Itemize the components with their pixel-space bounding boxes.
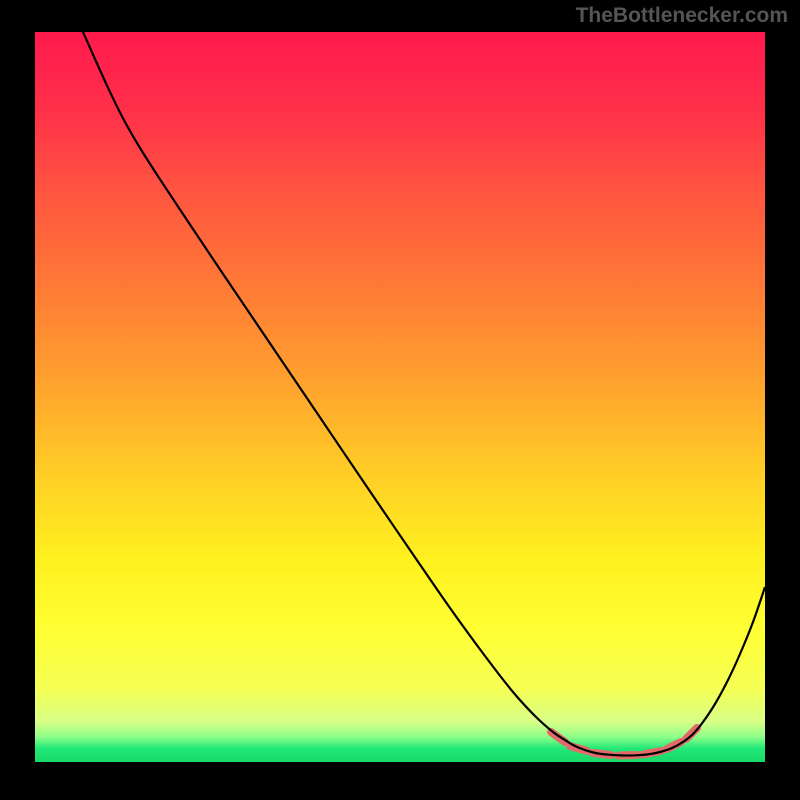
bottleneck-curve [83, 32, 765, 756]
plot-area [35, 32, 765, 762]
highlight-segment [551, 732, 565, 742]
chart-container: TheBottlenecker.com [0, 0, 800, 800]
curve-layer [35, 32, 765, 762]
highlight-segments [551, 728, 697, 756]
watermark-text: TheBottlenecker.com [576, 4, 788, 28]
